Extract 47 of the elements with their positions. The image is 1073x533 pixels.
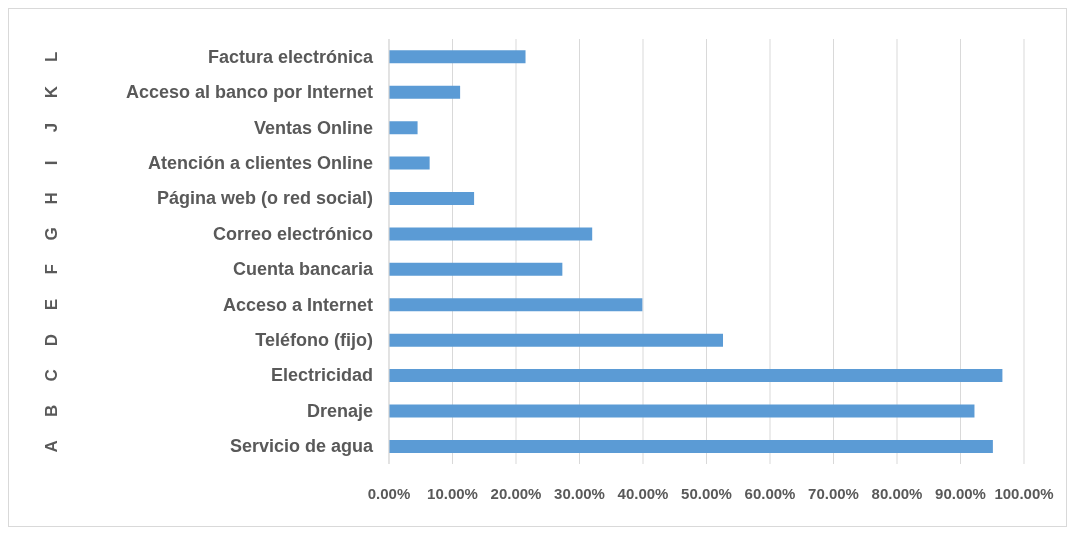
y-tick-label: Acceso al banco por Internet — [125, 82, 373, 103]
x-tick-label: 60.00% — [744, 484, 796, 502]
bar — [389, 85, 461, 99]
bar — [389, 50, 526, 64]
text: E — [42, 298, 61, 311]
text: I — [42, 160, 61, 166]
y-tick-label: Ventas Online — [253, 117, 373, 138]
bar — [389, 298, 643, 312]
bar — [389, 404, 975, 418]
x-tick-label: 40.00% — [617, 484, 669, 502]
x-tick-label: 50.00% — [681, 484, 732, 502]
y-tick-label: Electricidad — [270, 365, 373, 386]
y-tick-label: Drenaje — [306, 400, 373, 421]
text: G — [42, 227, 61, 241]
x-tick-label: 70.00% — [808, 484, 859, 502]
text: J — [42, 122, 61, 133]
bar — [389, 121, 418, 135]
text: F — [42, 264, 61, 275]
y-tick-label: Acceso a Internet — [222, 294, 373, 315]
y-tick-label: Correo electrónico — [212, 223, 373, 244]
bar — [389, 262, 563, 276]
x-tick-label: 30.00% — [554, 484, 605, 502]
x-tick-label: 20.00% — [490, 484, 542, 502]
y-tick-label: Cuenta bancaria — [232, 259, 374, 280]
bar — [389, 227, 593, 241]
text: L — [42, 51, 61, 62]
bar — [389, 156, 430, 170]
bar — [389, 192, 475, 205]
x-tick-label: 10.00% — [427, 484, 478, 502]
bar — [389, 333, 724, 347]
text: B — [42, 404, 61, 418]
text: C — [42, 369, 61, 382]
y-tick-label: Factura electrónica — [207, 46, 374, 67]
bar — [389, 439, 993, 453]
y-tick-label: Servicio de agua — [229, 436, 374, 457]
text: A — [42, 440, 61, 453]
y-tick-label: Teléfono (fijo) — [255, 330, 373, 351]
text: K — [42, 85, 61, 99]
x-tick-label: 90.00% — [935, 484, 986, 502]
text: D — [42, 333, 61, 347]
x-tick-label: 80.00% — [871, 484, 923, 502]
x-tick-label: 100.00% — [994, 484, 1054, 502]
bar — [389, 369, 1003, 383]
text: H — [42, 192, 61, 205]
y-tick-label: Página web (o red social) — [156, 188, 373, 209]
x-tick-label: 0.00% — [367, 484, 411, 502]
y-tick-label: Atención a clientes Online — [147, 152, 373, 173]
